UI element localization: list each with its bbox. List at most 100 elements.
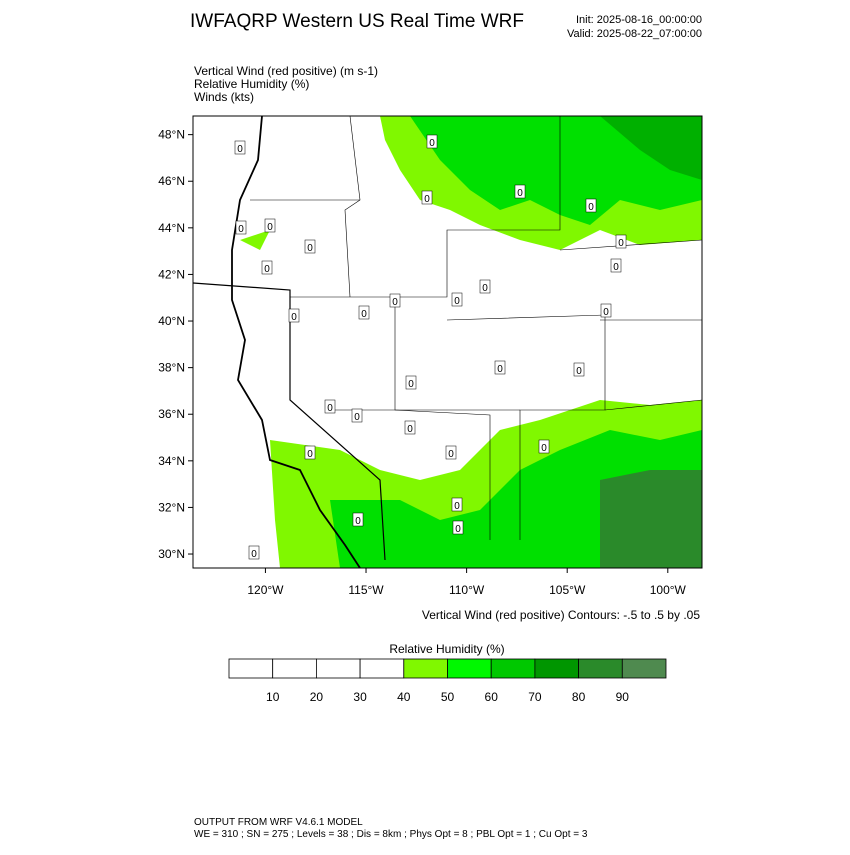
field-label: Vertical Wind (red positive) (m s-1) (194, 64, 378, 78)
colorbar-box (534, 658, 580, 679)
lon-label: 115°W (348, 583, 384, 597)
contour-label-box (426, 134, 438, 149)
contour-label: 0 (424, 194, 430, 205)
colorbar-label: 70 (528, 690, 542, 704)
contour-label-box (304, 445, 316, 460)
lat-label: 38°N (158, 361, 185, 375)
contour-label-box (405, 375, 417, 390)
colorbar-title: Relative Humidity (%) (389, 642, 504, 656)
contour-label-box (585, 198, 597, 213)
colorbar-label: 40 (397, 690, 411, 704)
colorbar-label: 20 (310, 690, 324, 704)
contour-label: 0 (327, 403, 333, 414)
lat-label: 46°N (158, 174, 185, 188)
contour-label-box (288, 308, 300, 323)
colorbar-box (272, 658, 317, 679)
contour-label: 0 (448, 449, 454, 460)
init-time: Init: 2025-08-16_00:00:00 (576, 14, 702, 26)
lat-label: 36°N (158, 407, 185, 421)
colorbar-box (490, 658, 536, 679)
lat-label: 34°N (158, 454, 185, 468)
map-layers (193, 116, 702, 568)
colorbar-label: 90 (616, 690, 630, 704)
contour-label-box (615, 234, 627, 249)
contour-label-box (514, 184, 526, 199)
lon-label: 110°W (449, 583, 485, 597)
lat-label: 42°N (158, 267, 185, 281)
colorbar-label: 80 (572, 690, 586, 704)
contour-label-box (494, 360, 506, 375)
contour-label-box (304, 239, 316, 254)
contour-label: 0 (354, 412, 360, 423)
contour-label: 0 (613, 262, 619, 273)
contour-label: 0 (603, 307, 609, 318)
contour-label: 0 (429, 138, 435, 149)
contour-label-box (538, 439, 550, 454)
lat-label: 48°N (158, 128, 185, 142)
contour-label-box (404, 420, 416, 435)
contour-label-box (452, 520, 464, 535)
contour-label: 0 (517, 188, 523, 199)
lon-label: 100°W (650, 583, 687, 597)
contour-label-box (248, 545, 260, 560)
contour-label: 0 (408, 379, 414, 390)
valid-time: Valid: 2025-08-22_07:00:00 (567, 28, 702, 40)
contour-label: 0 (392, 297, 398, 308)
colorbar-box (578, 658, 623, 679)
contour-label: 0 (618, 238, 624, 249)
contour-label: 0 (307, 243, 313, 254)
footer-line: WE = 310 ; SN = 275 ; Levels = 38 ; Dis … (194, 829, 588, 840)
contour-label: 0 (361, 309, 367, 320)
lat-label: 30°N (158, 547, 185, 561)
colorbar-box (621, 658, 667, 679)
colorbar-box (228, 658, 274, 679)
contour-label: 0 (588, 202, 594, 213)
contour-label-box (451, 497, 463, 512)
colorbar-label: 10 (266, 690, 280, 704)
contour-label-box (351, 408, 363, 423)
contour-label: 0 (264, 264, 270, 275)
contour-label-box (610, 258, 622, 273)
colorbar-label: 60 (485, 690, 499, 704)
contour-label: 0 (291, 312, 297, 323)
colorbar-label: 50 (441, 690, 455, 704)
coastline (231, 116, 361, 568)
contour-label-box (479, 279, 491, 294)
contour-label-box (573, 362, 585, 377)
contour-label: 0 (237, 144, 243, 155)
contour-label: 0 (576, 366, 582, 377)
lon-label: 120°W (247, 583, 284, 597)
contour-label-box (235, 220, 247, 235)
contour-label-box (324, 399, 336, 414)
lat-label: 40°N (158, 314, 185, 328)
contour-label-box (261, 260, 273, 275)
map-axes: 30°N 32°N 34°N 36°N 38°N 40°N 42°N 44°N 46°N 48°N… (158, 128, 686, 597)
colorbar-box (403, 658, 448, 679)
contour-label: 0 (454, 501, 460, 512)
contour-label-box (234, 140, 246, 155)
field-label: Winds (kts) (194, 90, 254, 104)
contour-label: 0 (251, 549, 257, 560)
contour-label: 0 (455, 524, 461, 535)
contour-label-box (600, 303, 612, 318)
contour-label: 0 (307, 449, 313, 460)
colorbar-box (359, 658, 405, 679)
contour-label: 0 (267, 222, 273, 233)
lat-label: 44°N (158, 221, 185, 235)
contour-note: Vertical Wind (red positive) Contours: -… (422, 608, 700, 622)
colorbar-box (315, 658, 361, 679)
contour-label-box (389, 293, 401, 308)
contour-label-box (421, 190, 433, 205)
contour-label-box (358, 305, 370, 320)
title: IWFAQRP Western US Real Time WRF (190, 11, 524, 32)
colorbar-box (447, 658, 492, 679)
footer-line: OUTPUT FROM WRF V4.6.1 MODEL (194, 817, 363, 828)
contour-label: 0 (497, 364, 503, 375)
map-frame (192, 115, 703, 569)
colorbar: 10 20 30 40 50 60 70 80 90 (228, 658, 667, 704)
contour-label: 0 (454, 296, 460, 307)
humidity-shading (240, 116, 702, 568)
contour-label-box (352, 512, 364, 527)
